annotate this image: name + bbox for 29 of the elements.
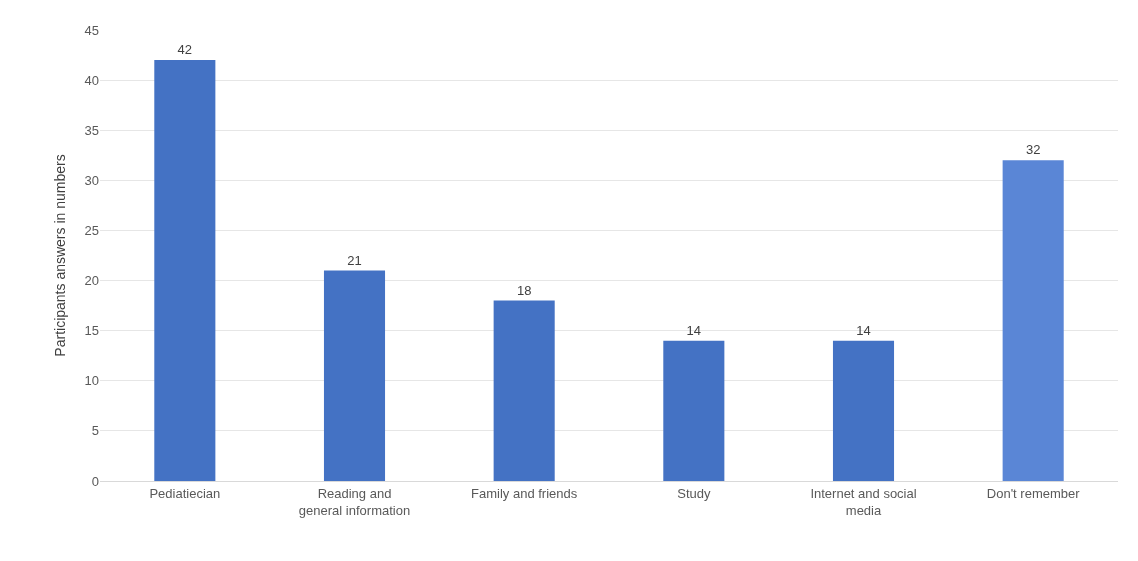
bar [832, 340, 895, 481]
y-axis-title: Participants answers in numbers [52, 154, 69, 357]
bar [493, 300, 555, 481]
bar [663, 340, 725, 481]
data-label: 18 [516, 282, 532, 298]
data-label: 32 [1025, 142, 1041, 158]
y-tick-label: 0 [91, 473, 99, 489]
y-tick-label: 25 [84, 222, 99, 238]
data-label: 14 [686, 322, 702, 338]
x-tick-label: Family and friends [471, 485, 578, 501]
data-label: 42 [177, 42, 193, 58]
y-tick-label: 40 [84, 72, 99, 88]
y-tick-label: 5 [91, 423, 99, 439]
y-tick-label: 20 [84, 273, 99, 289]
y-tick-label: 10 [84, 373, 99, 389]
bar [323, 270, 386, 481]
bar [1002, 160, 1064, 481]
x-tick-label: Study [677, 485, 711, 501]
x-tick-label: Pediatiecian [149, 485, 221, 501]
x-tick-label: Internet and social media [810, 485, 917, 518]
data-label: 21 [347, 252, 362, 268]
y-tick-label: 30 [84, 172, 99, 188]
x-tick-label: Reading and general information [298, 485, 411, 518]
y-tick-label: 45 [84, 22, 99, 38]
y-tick-label: 35 [84, 122, 99, 138]
x-tick-label: Don't remember [986, 485, 1081, 501]
data-label: 14 [856, 322, 871, 338]
y-tick-label: 15 [84, 323, 99, 339]
bar [154, 60, 216, 481]
